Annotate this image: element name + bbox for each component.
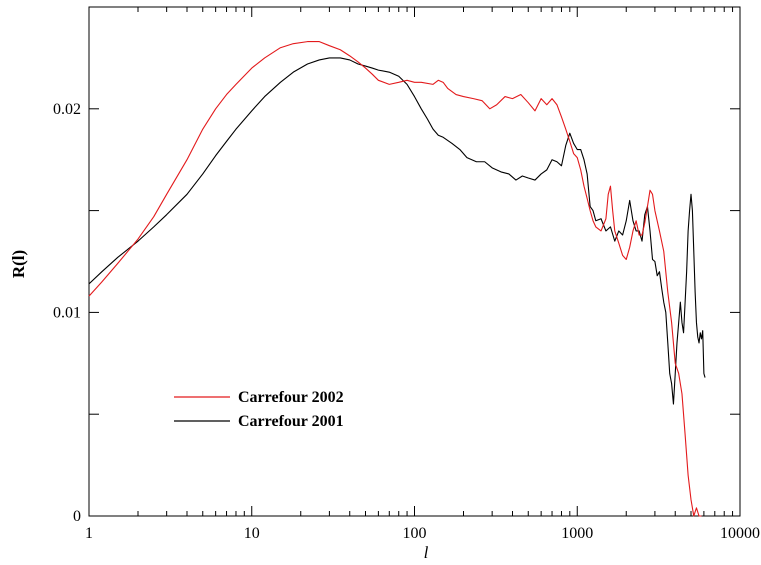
legend: Carrefour 2002 Carrefour 2001 [174, 389, 344, 430]
x-tick-label: 10000 [720, 525, 760, 542]
series-line-carrefour-2002 [88, 41, 702, 517]
y-tick-label: 0.01 [53, 304, 81, 321]
x-tick-label: 100 [403, 525, 427, 542]
x-tick-label: 10 [244, 525, 260, 542]
y-tick-label: 0.02 [53, 101, 81, 118]
y-tick-label: 0 [73, 508, 81, 525]
x-axis-ticks: 1 10 100 1000 10000 [85, 7, 760, 542]
series-layer [88, 41, 706, 517]
series-line-carrefour-2001 [88, 57, 706, 405]
legend-label-carrefour-2002: Carrefour 2002 [238, 389, 344, 406]
legend-label-carrefour-2001: Carrefour 2001 [238, 413, 344, 430]
plot-frame [88, 6, 741, 517]
y-axis-label: R(l) [9, 250, 28, 278]
y-axis-ticks: 0 0.01 0.02 [53, 101, 740, 525]
x-axis-label: l [424, 543, 429, 562]
x-tick-label: 1 [85, 525, 93, 542]
x-tick-label: 1000 [561, 525, 593, 542]
